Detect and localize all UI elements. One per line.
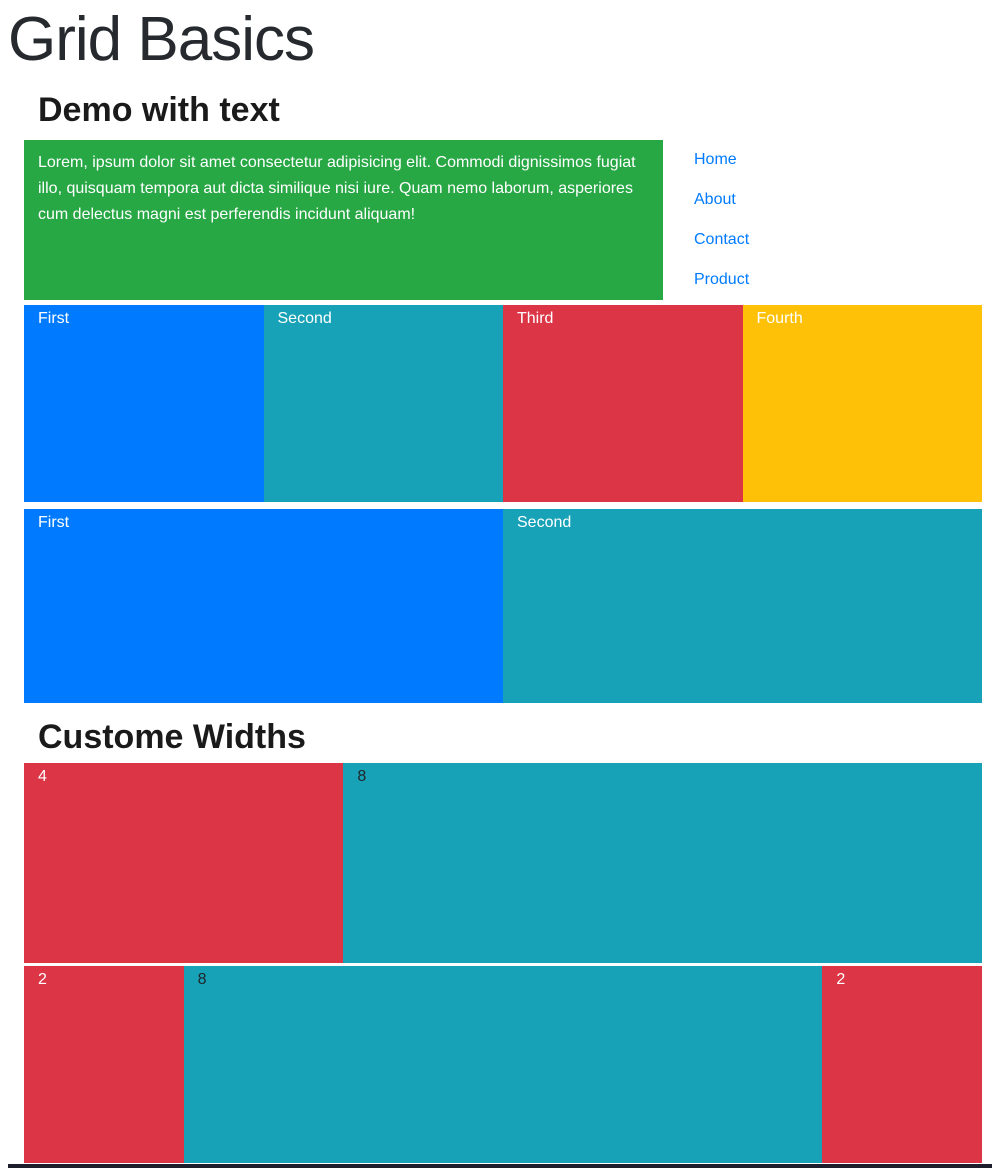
grid-cell-label: 8	[197, 971, 207, 988]
grid-cell-label: First	[38, 514, 70, 531]
nav-link-home[interactable]: Home	[694, 151, 737, 168]
grid-cell-label: 2	[38, 971, 47, 988]
grid-cell-label: Fourth	[756, 310, 803, 327]
grid-cell-second-half: Second	[503, 509, 982, 703]
intro-text: Lorem, ipsum dolor sit amet consectetur …	[38, 154, 636, 223]
section-heading-demo: Demo with text	[38, 91, 280, 129]
grid-cell-col4: 4	[24, 763, 344, 963]
grid-cell-col8: 8	[343, 763, 982, 963]
grid-cell-fourth: Fourth	[742, 305, 982, 502]
custom-row-4-8: 4 8	[24, 763, 982, 963]
grid-cell-label: Third	[517, 310, 554, 327]
page-title: Grid Basics	[8, 5, 315, 74]
grid-cell-col2-left: 2	[24, 966, 184, 1163]
nav-link-contact[interactable]: Contact	[694, 231, 750, 248]
grid-cell-first: First	[24, 305, 264, 502]
grid-cell-first-half: First	[24, 509, 503, 703]
grid-cell-label: 8	[357, 768, 367, 785]
grid-cell-label: Second	[277, 310, 332, 327]
custom-row-2-8-2: 2 8 2	[24, 966, 982, 1163]
grid-cell-third: Third	[503, 305, 743, 502]
grid-cell-col2-right: 2	[822, 966, 982, 1163]
grid-cell-second: Second	[263, 305, 503, 502]
main-container: Demo with text Lorem, ipsum dolor sit am…	[24, 88, 982, 1163]
four-column-row: First Second Third Fourth	[24, 305, 982, 502]
footer-bar	[8, 1164, 992, 1168]
nav-link-product[interactable]: Product	[694, 271, 750, 288]
two-column-row: First Second	[24, 509, 982, 703]
intro-row: Lorem, ipsum dolor sit amet consectetur …	[24, 140, 982, 300]
grid-cell-col8: 8	[183, 966, 823, 1163]
grid-cell-label: First	[38, 310, 70, 327]
nav-link-about[interactable]: About	[694, 191, 736, 208]
grid-cell-label: Second	[517, 514, 572, 531]
intro-text-box: Lorem, ipsum dolor sit amet consectetur …	[24, 140, 663, 300]
grid-cell-label: 2	[836, 971, 846, 988]
grid-cell-label: 4	[38, 768, 47, 785]
section-heading-custom-widths: Custome Widths	[38, 718, 306, 756]
nav-menu: Home About Contact Product	[663, 140, 982, 300]
